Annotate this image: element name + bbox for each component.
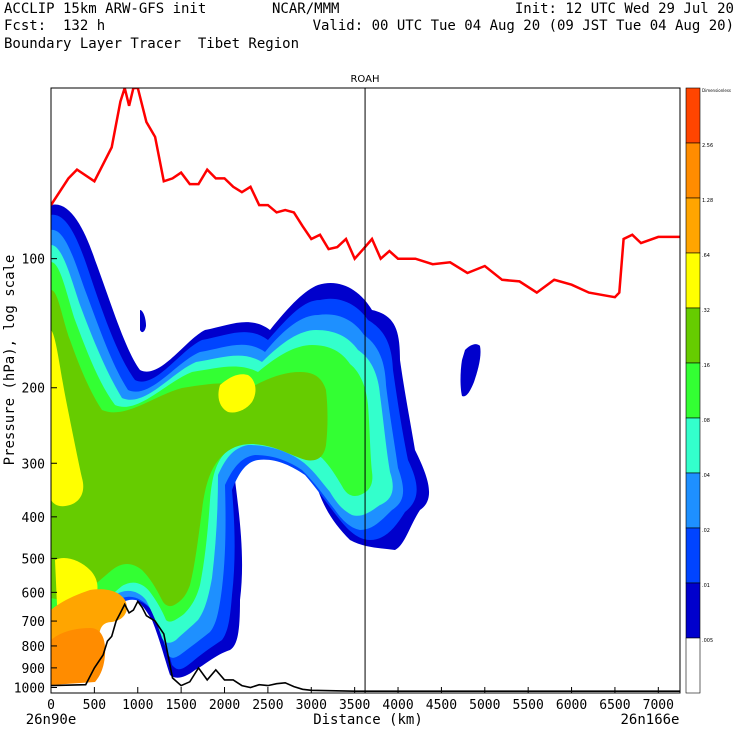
series-line-1 — [51, 88, 680, 299]
x-tick-label: 5000 — [469, 698, 500, 713]
tracer-band-12 — [460, 344, 481, 397]
y-tick-label: 700 — [22, 615, 45, 630]
chart-title: ROAH — [350, 74, 379, 85]
colorbar-label: .005 — [702, 638, 713, 644]
y-tick-label: 500 — [22, 552, 45, 567]
header-center-line1: NCAR/MMM — [272, 1, 340, 17]
x-tick-label: 7000 — [643, 698, 674, 713]
y-axis-title: Pressure (hPa), log scale — [2, 255, 18, 466]
header-left-line1: ACCLIP 15km ARW-GFS init — [4, 1, 207, 17]
x-endpoint-label-left: 26n90e — [26, 712, 77, 728]
x-tick-label: 2000 — [209, 698, 240, 713]
x-tick-label: 4000 — [382, 698, 413, 713]
colorbar-label: .32 — [702, 308, 710, 314]
x-tick-label: 1000 — [122, 698, 153, 713]
colorbar-swatch — [685, 87, 701, 144]
plot-frame — [50, 87, 681, 694]
x-axis-title: Distance (km) — [313, 712, 423, 728]
colorbar-label: Dimensionless — [702, 88, 731, 93]
colorbar-label: 1.28 — [702, 198, 713, 204]
colorbar-swatch — [685, 472, 701, 529]
x-endpoint-label-right: 26n166e — [620, 712, 679, 728]
header-right-line1: Init: 12 UTC Wed 29 Jul 20 — [514, 1, 734, 17]
x-tick-label: 500 — [83, 698, 106, 713]
y-tick-label: 900 — [22, 662, 45, 677]
y-tick-label: 300 — [22, 457, 45, 472]
header-left-line3: Boundary Layer Tracer Tibet Region — [4, 36, 300, 52]
y-tick-label: 100 — [22, 253, 45, 268]
x-axis: 0 500 1000 1500 2000 2500 3000 3500 4000 4500 5000… — [47, 687, 674, 713]
y-tick-label: 600 — [22, 586, 45, 601]
colorbar-label: .08 — [702, 418, 710, 424]
colorbar-swatch — [685, 197, 701, 254]
x-tick-label: 4500 — [426, 698, 457, 713]
colorbar: Dimensionless 2.56 1.28 .64 .32 .16 .08 .04 .02.… — [685, 87, 731, 694]
colorbar-swatch — [685, 252, 701, 309]
colorbar-swatch — [685, 307, 701, 364]
x-tick-label: 6000 — [556, 698, 587, 713]
x-tick-label: 5500 — [513, 698, 544, 713]
colorbar-label: 2.56 — [702, 143, 713, 149]
header-right-line2: Valid: 00 UTC Tue 04 Aug 20 (09 JST Tue … — [312, 18, 734, 34]
tracer-field — [51, 204, 481, 685]
colorbar-label: .02 — [702, 528, 710, 534]
colorbar-swatch — [685, 582, 701, 639]
x-tick-label: 3000 — [296, 698, 327, 713]
y-tick-label: 400 — [22, 511, 45, 526]
series-line-2 — [51, 599, 680, 693]
colorbar-swatch — [685, 142, 701, 199]
y-tick-label: 1000 — [14, 681, 45, 696]
colorbar-label: .16 — [702, 363, 710, 369]
tracer-band-08 — [218, 374, 256, 413]
tracer-band-06 — [51, 290, 328, 607]
x-tick-label: 0 — [47, 698, 55, 713]
colorbar-swatch — [685, 417, 701, 474]
colorbar-label: .04 — [702, 473, 710, 479]
colorbar-swatch — [685, 527, 701, 584]
colorbar-swatch — [685, 637, 701, 694]
x-tick-label: 2500 — [252, 698, 283, 713]
x-tick-label: 3500 — [339, 698, 370, 713]
y-tick-label: 200 — [22, 382, 45, 397]
x-tick-label: 6500 — [599, 698, 630, 713]
x-tick-label: 1500 — [165, 698, 196, 713]
profile-lines — [51, 88, 680, 693]
y-axis: 100 200 300 400 500 600 700 800 900 1000 — [14, 253, 57, 696]
colorbar-label: .64 — [702, 253, 710, 259]
tracer-band-07 — [51, 330, 84, 507]
header-left-line2: Fcst: 132 h — [4, 18, 106, 34]
tracer-band-13 — [140, 310, 146, 333]
y-tick-label: 800 — [22, 640, 45, 655]
colorbar-label: .01 — [702, 583, 710, 589]
colorbar-swatch — [685, 362, 701, 419]
tracer-band-11 — [51, 628, 106, 685]
